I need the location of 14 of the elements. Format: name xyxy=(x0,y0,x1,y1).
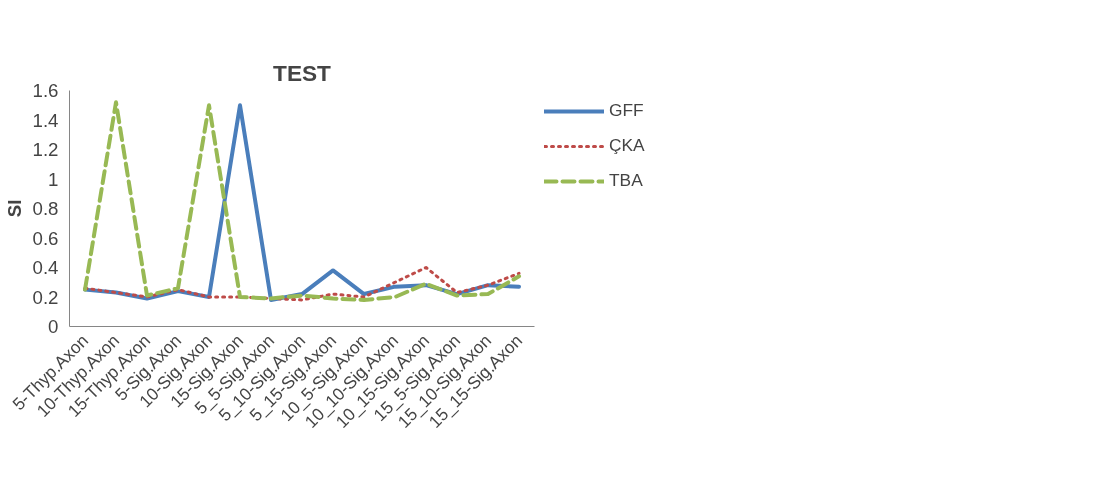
y-tick-label: 0 xyxy=(48,316,59,337)
y-tick-label: 1.4 xyxy=(32,109,59,131)
y-tick-label: 1 xyxy=(48,168,59,190)
y-tick-label: 0.6 xyxy=(32,227,59,249)
y-tick-label: 0.4 xyxy=(32,257,59,278)
chart-title: TEST xyxy=(273,59,332,86)
y-tick-label: 1.6 xyxy=(32,80,59,101)
y-tick-label: 0.8 xyxy=(32,198,59,219)
legend-label: ÇKA xyxy=(609,135,645,156)
legend-label: TBA xyxy=(609,170,643,191)
y-axis-title: SI xyxy=(3,199,25,218)
y-tick-label: 1.2 xyxy=(32,139,59,160)
legend-label: GFF xyxy=(609,100,644,121)
y-tick-label: 0.2 xyxy=(32,286,59,308)
